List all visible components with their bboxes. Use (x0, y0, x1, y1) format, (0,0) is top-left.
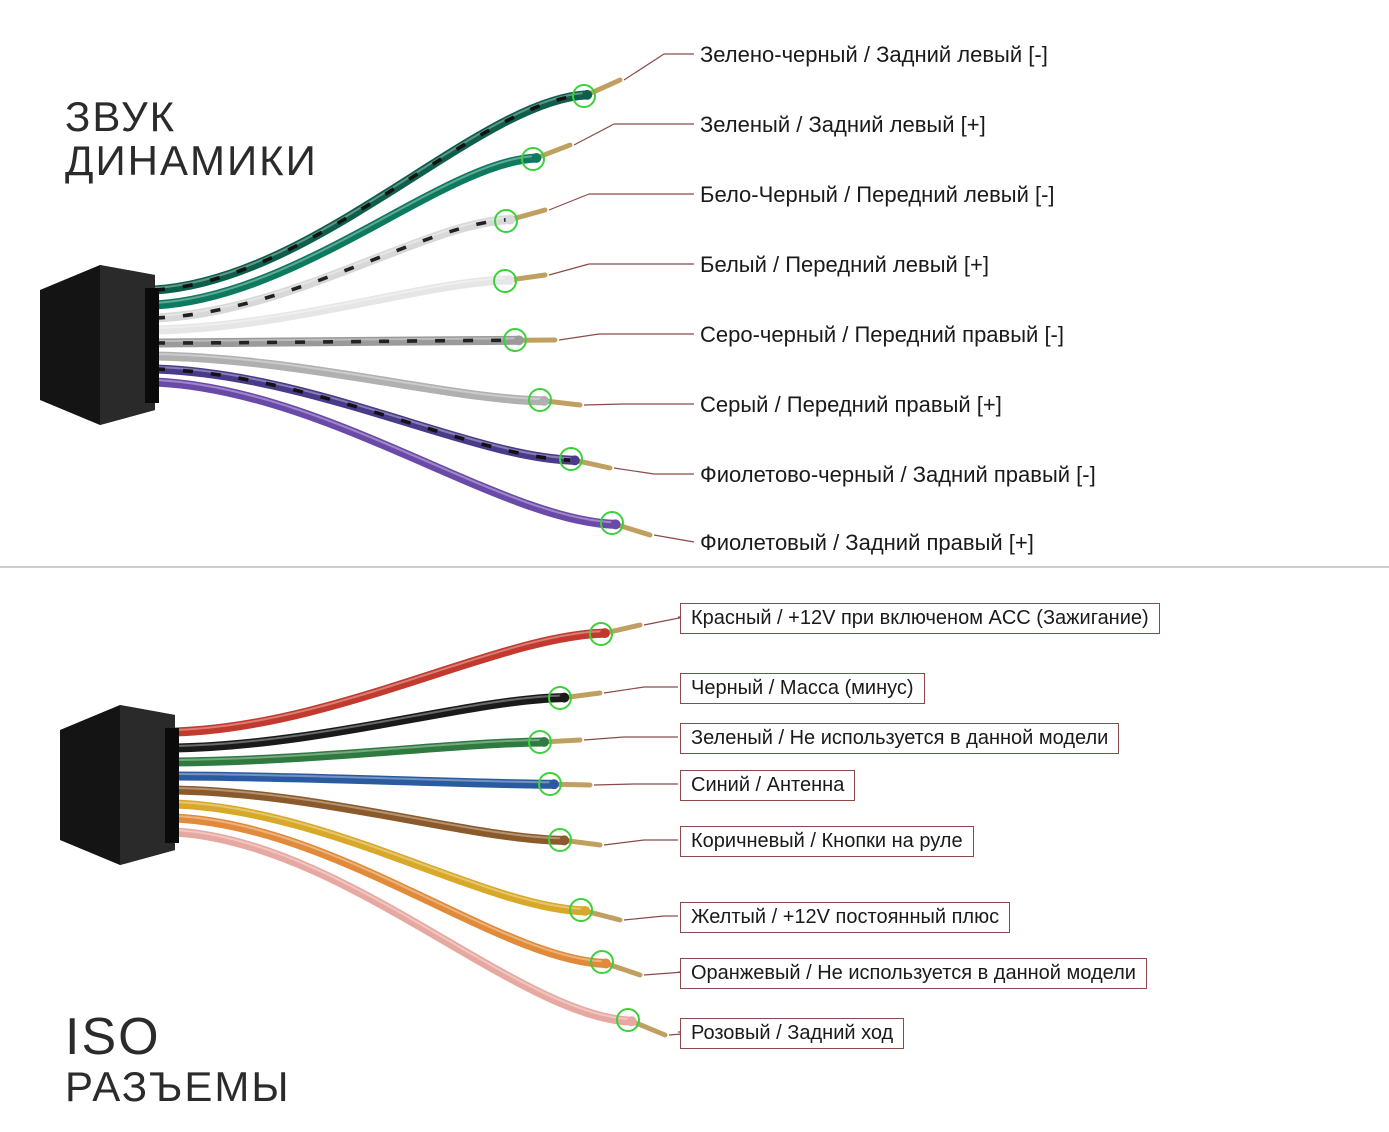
wire-label: Фиолетово-черный / Задний правый [-] (700, 462, 1096, 488)
bottom-title-line2: РАЗЪЕМЫ (65, 1065, 291, 1109)
wire-label-boxed: Оранжевый / Не используется в данной мод… (680, 958, 1147, 989)
wire-tip-marker (528, 388, 552, 412)
wire-tip-marker (590, 950, 614, 974)
wire-tip-marker (569, 898, 593, 922)
wire-tip-marker (538, 772, 562, 796)
wire-tip-marker (572, 84, 596, 108)
bottom-section-title: ISO РАЗЪЕМЫ (65, 1010, 291, 1109)
wire-tip-marker (521, 147, 545, 171)
wire-label-boxed: Красный / +12V при включеном ACC (Зажига… (680, 603, 1160, 634)
wire-tip-marker (494, 209, 518, 233)
wire-label-boxed: Синий / Антенна (680, 770, 855, 801)
wire-label: Зелено-черный / Задний левый [-] (700, 42, 1048, 68)
wire-label: Зеленый / Задний левый [+] (700, 112, 986, 138)
wire-tip-marker (548, 828, 572, 852)
wire-label: Бело-Черный / Передний левый [-] (700, 182, 1055, 208)
bottom-title-line1: ISO (65, 1010, 291, 1065)
section-divider (0, 566, 1389, 568)
wire-label: Белый / Передний левый [+] (700, 252, 989, 278)
wire-tip-marker (493, 269, 517, 293)
top-title-line2: ДИНАМИКИ (65, 139, 318, 183)
wire-tip-marker (589, 622, 613, 646)
wire-tip-marker (600, 511, 624, 535)
wire-label-boxed: Розовый / Задний ход (680, 1018, 904, 1049)
top-connector (40, 260, 160, 430)
wire-tip-marker (559, 447, 583, 471)
wire-label: Серый / Передний правый [+] (700, 392, 1002, 418)
wire-tip-marker (528, 730, 552, 754)
wire-tip-marker (616, 1008, 640, 1032)
wire-tip-marker (503, 328, 527, 352)
wire-label-boxed: Желтый / +12V постоянный плюс (680, 902, 1010, 933)
top-title-line1: ЗВУК (65, 95, 318, 139)
wire-label-boxed: Коричневый / Кнопки на руле (680, 826, 974, 857)
wire-label-boxed: Зеленый / Не используется в данной модел… (680, 723, 1119, 754)
wire-label-boxed: Черный / Масса (минус) (680, 673, 925, 704)
top-section-title: ЗВУК ДИНАМИКИ (65, 95, 318, 183)
wire-label: Серо-черный / Передний правый [-] (700, 322, 1064, 348)
wire-label: Фиолетовый / Задний правый [+] (700, 530, 1034, 556)
bottom-connector (60, 700, 180, 870)
wire-tip-marker (548, 686, 572, 710)
